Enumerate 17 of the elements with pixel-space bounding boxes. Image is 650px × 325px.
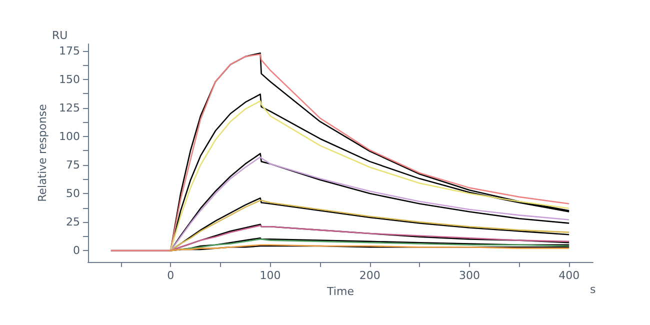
y-tick-label: 125 [59, 101, 80, 114]
x-axis-title: Time [326, 285, 354, 298]
y-tick-label: 50 [66, 187, 80, 200]
y-tick-label: 100 [59, 130, 80, 143]
x-tick-label: 200 [359, 269, 380, 282]
y-tick-label: 175 [59, 44, 80, 58]
y-tick-label: 0 [73, 244, 80, 258]
y-tick-label: 25 [66, 216, 80, 229]
y-axis-title: Relative response [36, 104, 50, 202]
text: s [590, 283, 596, 296]
y-tick-label: 150 [59, 72, 80, 86]
x-tick-label: 300 [458, 269, 480, 282]
x-tick-label: 100 [260, 269, 281, 282]
x-tick-label: 400 [558, 269, 580, 282]
text: RU [52, 29, 68, 42]
y-tick-label: 75 [66, 158, 80, 172]
x-tick-label: 0 [167, 269, 174, 282]
